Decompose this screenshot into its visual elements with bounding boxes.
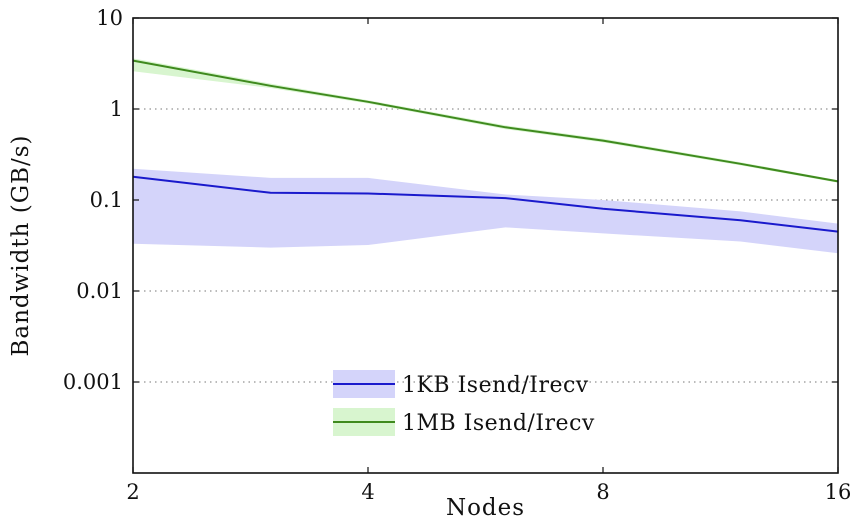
y-tick-label: 0.01 bbox=[76, 279, 123, 303]
plot-frame bbox=[132, 17, 839, 474]
series-band-2 bbox=[133, 58, 838, 183]
y-tick-label: 0.001 bbox=[63, 370, 123, 394]
x-tick-label: 2 bbox=[126, 480, 139, 504]
y-tick-label: 0.1 bbox=[90, 188, 123, 212]
series-line-1 bbox=[132, 175, 839, 233]
legend: 1KB Isend/Irecv 1MB Isend/Irecv bbox=[333, 370, 595, 436]
legend-label-1: 1KB Isend/Irecv bbox=[402, 373, 589, 398]
axis-ticks: 0.001 0.01 0.1 1 10 2 4 8 16 bbox=[63, 6, 851, 504]
x-tick-label: 16 bbox=[825, 480, 852, 504]
x-tick-label: 8 bbox=[596, 480, 609, 504]
series-line-2 bbox=[132, 59, 839, 183]
series-band-1 bbox=[133, 168, 838, 254]
y-tick-label: 1 bbox=[110, 97, 123, 121]
series-lines bbox=[132, 59, 839, 233]
x-tick-label: 4 bbox=[361, 480, 374, 504]
y-axis-label: Bandwidth (GB/s) bbox=[8, 134, 34, 356]
y-tick-label: 10 bbox=[96, 6, 123, 30]
legend-label-2: 1MB Isend/Irecv bbox=[402, 411, 595, 436]
confidence-bands bbox=[133, 58, 838, 254]
x-axis-label: Nodes bbox=[446, 495, 525, 521]
